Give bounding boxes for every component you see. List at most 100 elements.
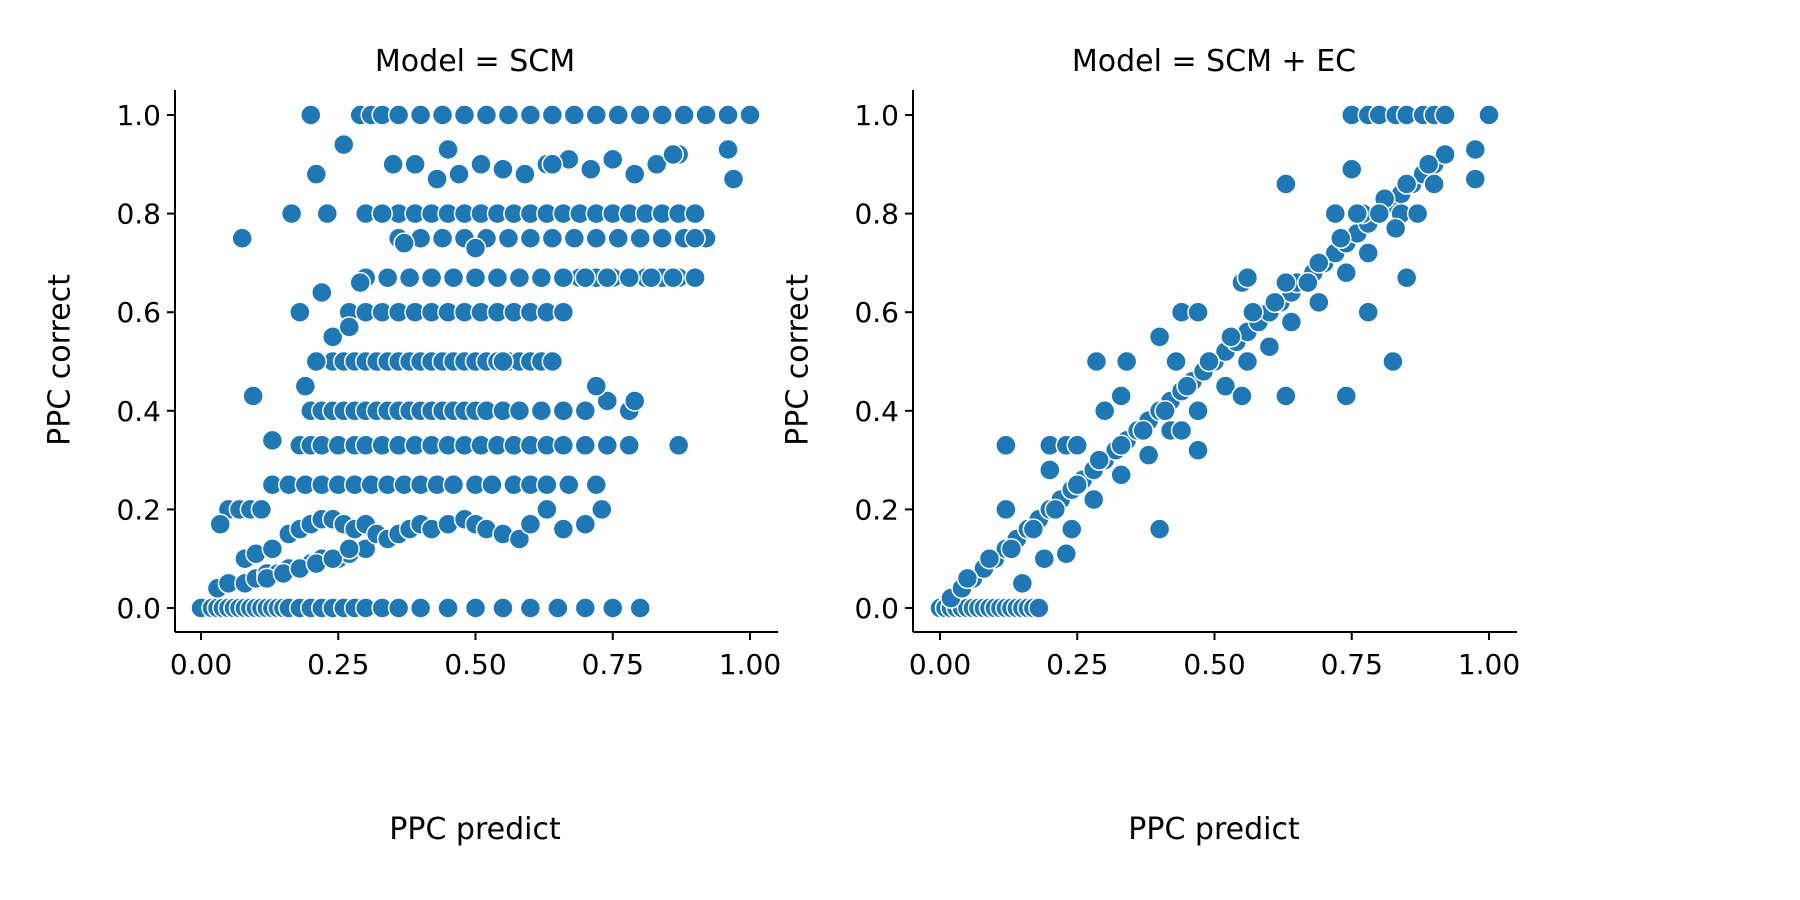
scatter-point [1039,459,1061,481]
scatter-point [717,138,739,161]
scatter-point [662,266,684,289]
scatter-point [1308,291,1330,314]
y-tick-label: 0.0 [854,592,899,625]
scatter-point [547,597,569,619]
scatter-point [591,498,613,521]
scatter-point [558,474,580,496]
scatter-point [437,597,459,619]
scatter-point [376,266,399,289]
scatter-point [1093,400,1116,422]
scatter-point [956,567,979,590]
scatter-point [409,104,432,126]
scatter-point [1028,597,1050,619]
scatter-point [684,202,706,225]
scatter-point [978,547,1001,570]
scatter-point [1187,439,1209,461]
scatter-point [552,434,575,457]
scatter-point [585,375,608,397]
scatter-point [1423,173,1445,195]
scatter-point [1464,168,1487,190]
scatter-point [398,266,421,289]
y-tick-label: 0.2 [854,493,899,526]
scatter-point [602,597,624,619]
y-tick-label: 0.6 [854,296,899,329]
scatter-point [1231,385,1253,407]
x-tick-label: 0.75 [1321,648,1383,681]
scatter-point [1044,498,1067,521]
scatter-point [574,400,597,422]
scatter-point [1280,311,1303,333]
scatter-point [623,390,646,412]
scatter-point [552,301,575,323]
scatter-point [1011,572,1034,595]
scatter-point [1297,271,1319,294]
scatter-point [1341,158,1363,180]
x-tick-label: 0.50 [444,648,506,681]
scatter-point [602,148,624,171]
scatter-point [305,163,328,185]
y-tick-label: 1.0 [116,99,161,132]
x-tick-label: 0.75 [582,648,644,681]
scatter-point [717,104,739,126]
subplot-title: Model = SCM + EC [1071,44,1357,79]
scatter-point [596,266,619,289]
scatter-point [1357,242,1379,264]
scatter-point [486,266,509,289]
scatter-point [1236,266,1259,289]
subplot-title: Model = SCM [374,44,576,79]
scatter-point [1324,202,1347,225]
scatter-point [574,597,597,619]
scatter-point [1384,217,1407,240]
scatter-point [596,434,619,457]
scatter-point [585,104,608,126]
scatter-point [995,434,1017,457]
scatter-point [1170,419,1193,442]
scatter-points [190,104,761,619]
scatter-point [1115,350,1138,373]
scatter-point [651,227,673,249]
scatter-point [1148,326,1171,348]
scatter-point [470,153,492,176]
scatter-point [1264,291,1286,314]
scatter-point [289,301,311,323]
scatter-point [1198,350,1220,373]
scatter-point [1088,449,1110,471]
scatter-point [563,104,586,126]
x-tick-label: 1.00 [719,648,781,681]
scatter-point [629,597,651,619]
scatter-point [1308,252,1330,274]
scatter-point [684,227,706,249]
x-tick-label: 1.00 [1458,648,1520,681]
scatter-point [1464,138,1487,161]
scatter-point [1395,173,1418,195]
scatter-point [1357,301,1379,323]
y-tick-label: 0.0 [116,592,161,625]
scatter-point [242,385,264,407]
scatter-point [322,547,344,570]
scatter-point [1330,227,1352,249]
scatter-point [316,202,339,225]
scatter-point [300,104,322,126]
y-tick-label: 0.4 [116,395,161,428]
y-axis-label: PPC correct [780,274,816,446]
scatter-point [371,202,393,225]
scatter-point [695,104,717,126]
scatter-point [1275,385,1297,407]
scatter-point [426,168,448,190]
scatter-point [497,227,520,249]
scatter-point [250,498,273,521]
scatter-point [1417,153,1440,176]
scatter-point [387,597,410,619]
scatter-point [1082,488,1105,511]
scatter-point [1022,518,1045,540]
scatter-point [640,266,662,289]
scatter-point [607,227,629,249]
scatter-point [431,227,454,249]
scatter-point [508,400,531,422]
scatter-point [437,138,459,161]
scatter-point [552,400,575,422]
x-tick-label: 0.00 [909,648,971,681]
scatter-point [1275,173,1297,195]
y-tick-label: 1.0 [854,99,899,132]
